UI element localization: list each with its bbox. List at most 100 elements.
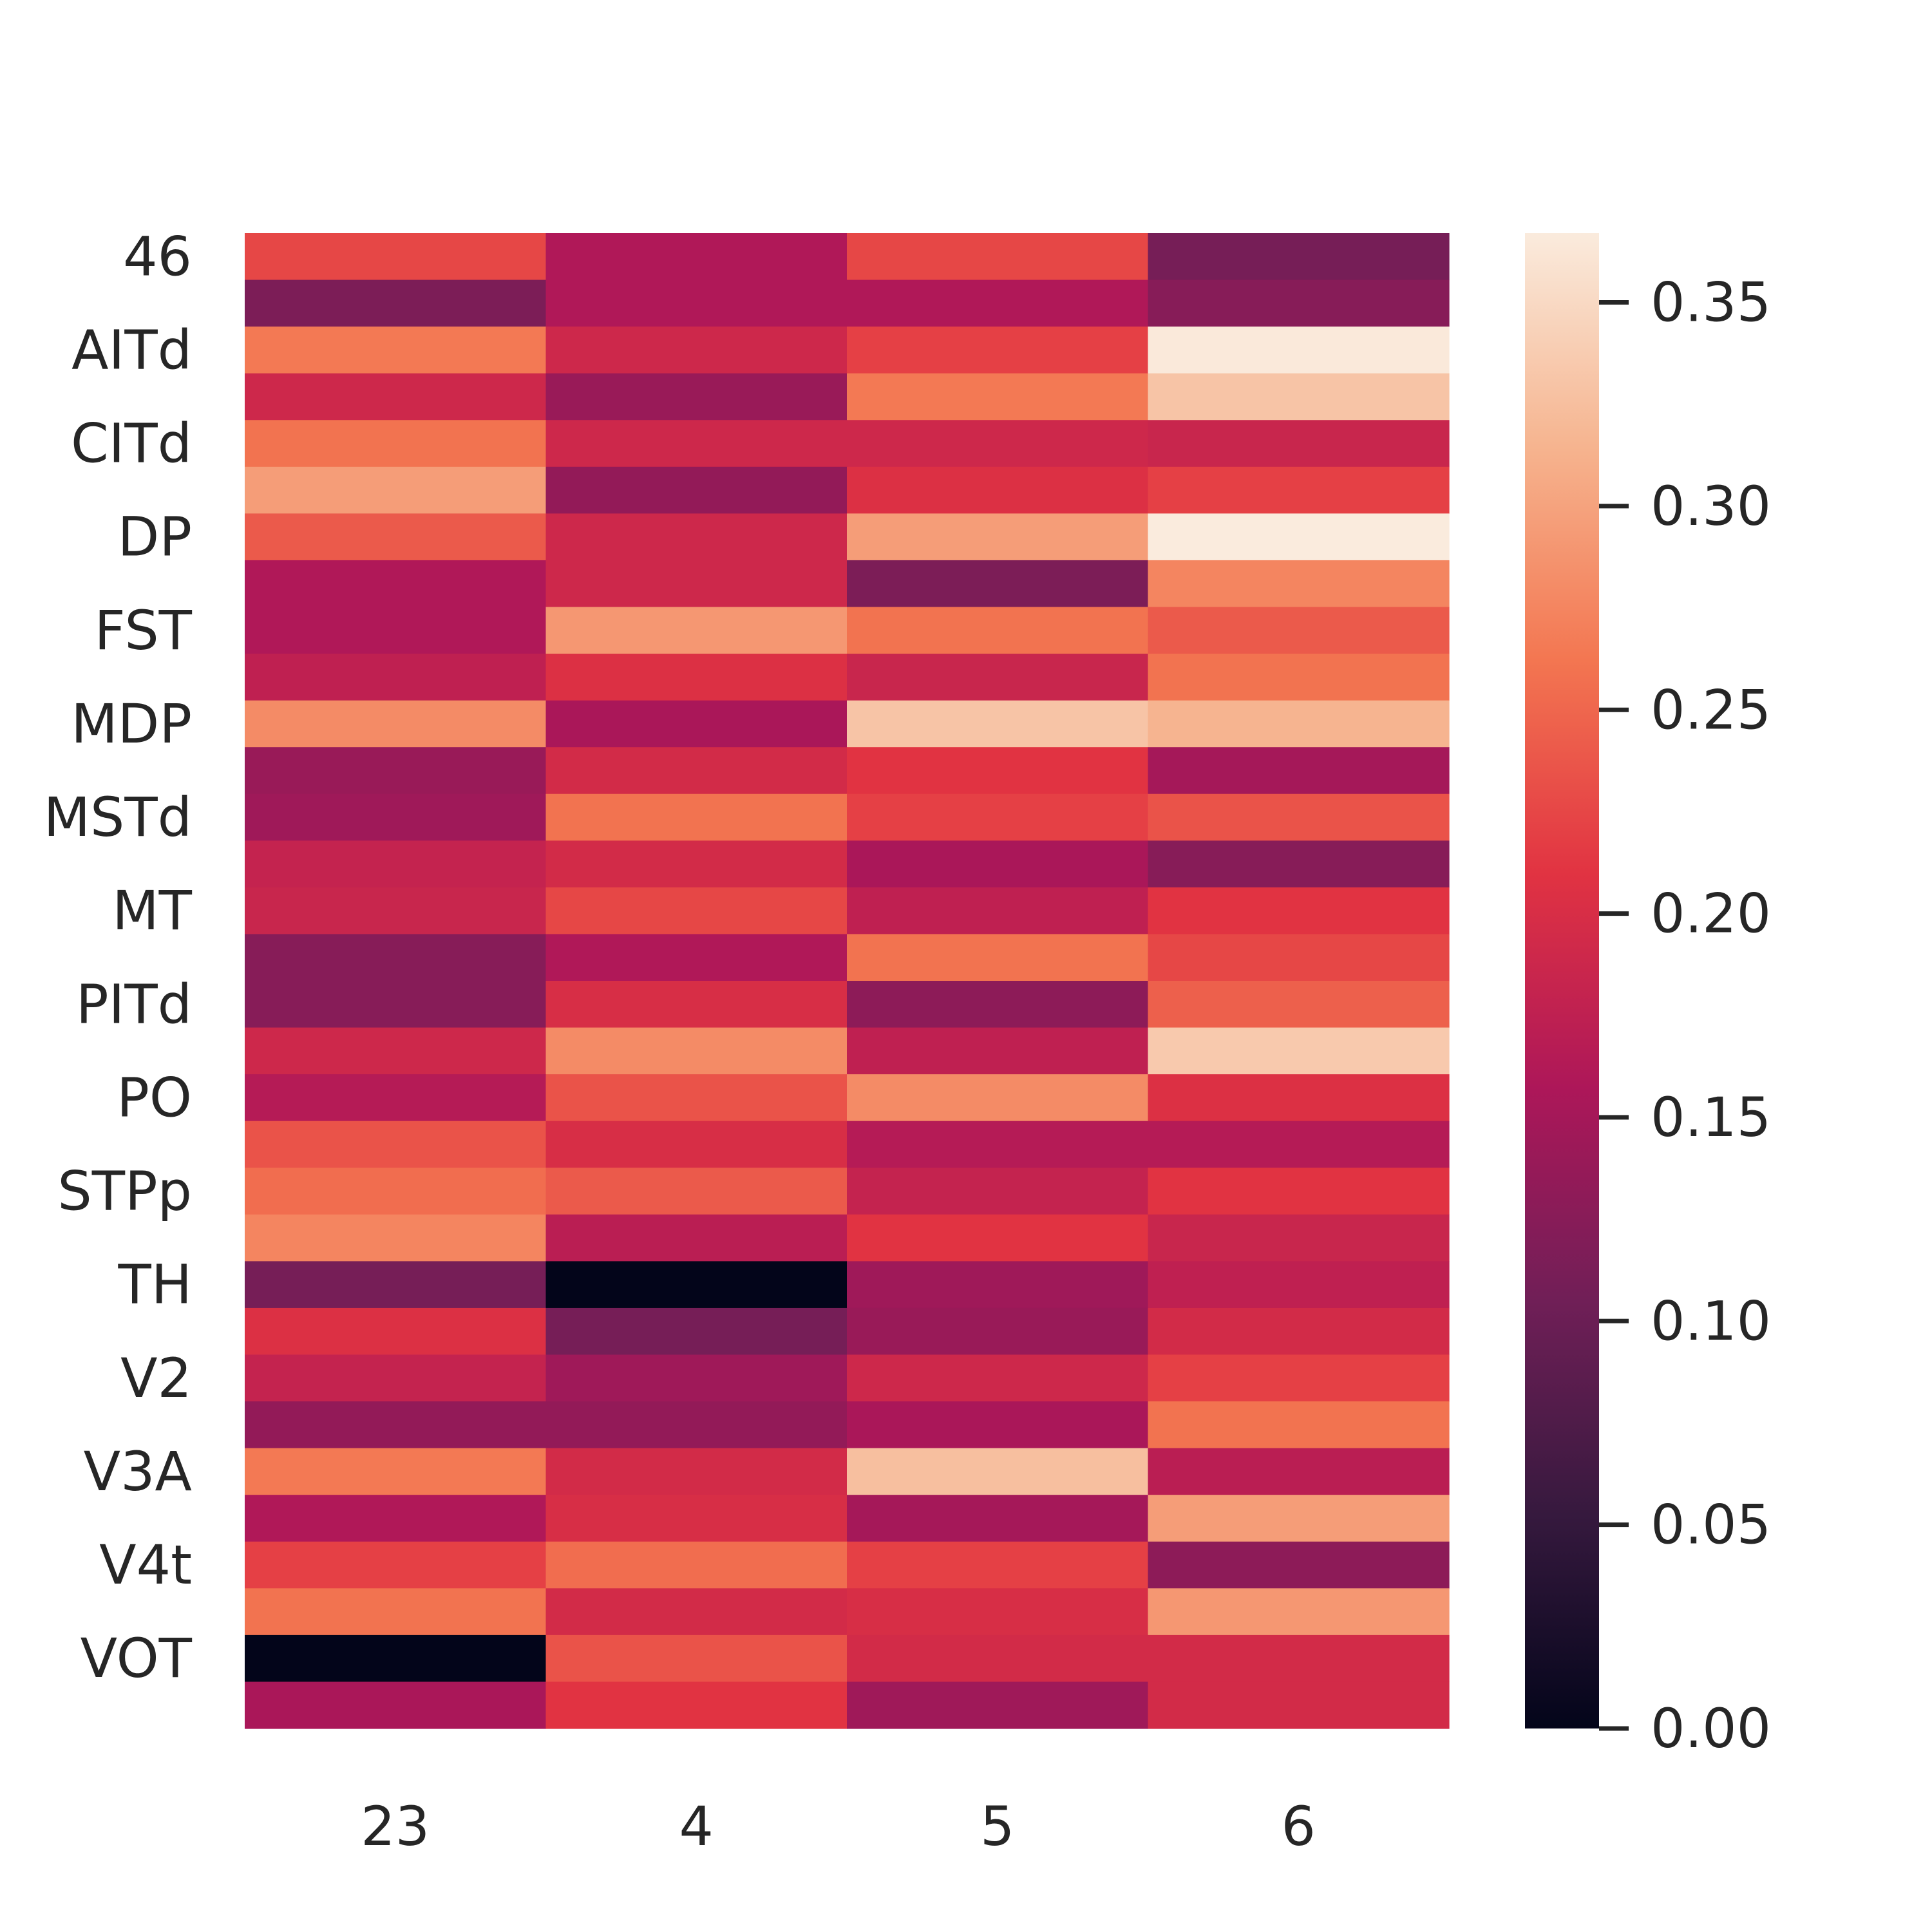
heatmap-cell [545,840,848,888]
heatmap-cell [1148,513,1450,561]
y-tick-label: V3A [84,1440,192,1503]
heatmap-cell [847,1168,1149,1215]
y-tick-label: DP [118,506,192,569]
x-tick-label: 4 [679,1795,714,1858]
y-tick-label: 46 [123,225,192,288]
colorbar-tick-label: 0.20 [1651,882,1771,945]
heatmap-cell [245,1495,547,1542]
heatmap-cell [847,1448,1149,1495]
heatmap-cell [545,793,848,841]
heatmap-cell [847,1354,1149,1402]
heatmap-cell [1148,560,1450,608]
heatmap-cell [847,1261,1149,1309]
heatmap-cell [847,981,1149,1028]
y-tick-label: MDP [71,692,192,755]
heatmap-cells [245,233,1450,1729]
heatmap-cell [545,981,848,1028]
heatmap-cell [545,1307,848,1356]
heatmap-cell [245,1681,547,1729]
heatmap-cell [545,279,848,327]
colorbar-tick-label: 0.10 [1651,1289,1771,1352]
heatmap-cell [1148,793,1450,841]
heatmap-cell [1148,1074,1450,1122]
heatmap-cell [245,327,547,374]
heatmap-cell [1148,466,1450,514]
heatmap-cell [545,1121,848,1168]
heatmap-cell [1148,981,1450,1028]
heatmap-cell [1148,373,1450,421]
heatmap-cell [545,1401,848,1449]
heatmap-cell [847,1121,1149,1168]
colorbar-tick-label: 0.30 [1651,475,1771,538]
heatmap-cell [545,607,848,654]
heatmap-cell [1148,1634,1450,1683]
heatmap-cell [245,1214,547,1262]
y-tick-label: STPp [57,1160,192,1223]
heatmap-cell [1148,1588,1450,1636]
colorbar [1525,233,1599,1728]
heatmap-cell [545,1074,848,1122]
heatmap-cell [847,1401,1149,1449]
heatmap-cell [545,700,848,748]
y-axis-tick-labels: 46 AITd CITd DP FST MDP MSTd MT PITd PO STPp TH V2 V3… [44,225,193,1690]
heatmap-cell [245,1448,547,1495]
heatmap-cell [1148,1307,1450,1356]
heatmap-cell [847,1588,1149,1636]
heatmap-cell [545,1681,848,1729]
heatmap-cell [245,373,547,421]
heatmap-cell [245,1074,547,1122]
y-tick-label: TH [118,1253,192,1316]
y-tick-label: PO [117,1066,192,1129]
heatmap-cell [847,420,1149,468]
heatmap-cell [545,1027,848,1075]
heatmap-cell [245,1261,547,1309]
heatmap-cell [1148,747,1450,795]
y-tick-label: V4t [99,1533,192,1596]
colorbar-tick-label: 0.25 [1651,678,1771,741]
heatmap-cell [847,279,1149,327]
heatmap-cell [245,700,547,748]
heatmap-cell [245,560,547,608]
heatmap-cell [245,513,547,561]
heatmap-cell [847,1074,1149,1122]
heatmap-cell [847,840,1149,888]
heatmap-cell [245,747,547,795]
y-tick-label: PITd [76,972,192,1036]
y-tick-label: AITd [71,318,192,381]
heatmap-cell [847,700,1149,748]
heatmap-cell [545,934,848,981]
heatmap-cell [847,327,1149,374]
heatmap-cell [1148,1354,1450,1402]
heatmap-cell [1148,420,1450,468]
y-tick-label: V2 [120,1347,192,1410]
heatmap-cell [545,327,848,374]
heatmap-cell [847,1495,1149,1542]
heatmap-cell [1148,1541,1450,1589]
heatmap-cell [847,1214,1149,1262]
heatmap-cell [245,1541,547,1589]
heatmap-cell [545,1588,848,1636]
heatmap-cell [847,607,1149,654]
heatmap-cell [545,1214,848,1262]
y-tick-label: MT [112,879,192,942]
heatmap-cell [245,279,547,327]
heatmap-cell [245,1354,547,1402]
heatmap-cell [847,793,1149,841]
colorbar-tick-label: 0.15 [1651,1086,1771,1149]
heatmap-cell [545,513,848,561]
heatmap-cell [245,1027,547,1075]
colorbar-tick-label: 0.05 [1651,1493,1771,1557]
heatmap-cell [245,840,547,888]
heatmap-cell [847,1634,1149,1683]
heatmap-cell [847,1307,1149,1356]
y-tick-label: MSTd [44,786,192,849]
heatmap-cell [545,233,848,281]
heatmap-cell [1148,700,1450,748]
heatmap-cell [245,1307,547,1356]
heatmap-cell [1148,1448,1450,1495]
heatmap-cell [1148,1681,1450,1729]
heatmap-cell [847,373,1149,421]
x-axis-tick-labels: 23 4 5 6 [361,1795,1316,1858]
heatmap-cell [545,466,848,514]
heatmap-cell [847,654,1149,701]
